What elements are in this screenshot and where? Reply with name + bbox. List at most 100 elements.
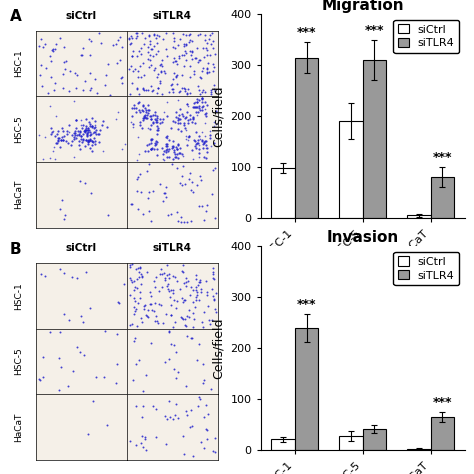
Point — [142, 86, 149, 93]
Point — [174, 114, 182, 121]
Point — [201, 31, 209, 38]
Point — [182, 87, 189, 94]
Point — [196, 107, 204, 114]
Point — [73, 131, 81, 139]
Point — [129, 68, 137, 75]
Point — [153, 31, 161, 38]
Point — [104, 211, 111, 219]
Point — [191, 142, 199, 150]
Point — [89, 123, 96, 130]
Point — [76, 128, 84, 136]
Point — [143, 114, 150, 121]
Point — [47, 57, 55, 64]
Point — [207, 86, 215, 93]
Point — [62, 57, 70, 65]
Point — [56, 144, 64, 151]
Point — [172, 118, 179, 126]
Point — [211, 87, 219, 94]
Point — [194, 356, 201, 364]
Point — [157, 266, 164, 273]
Point — [181, 296, 189, 303]
Point — [140, 86, 148, 94]
Point — [200, 144, 207, 152]
Point — [83, 131, 91, 138]
Point — [60, 58, 68, 66]
Point — [134, 205, 142, 213]
Point — [139, 102, 146, 110]
Point — [193, 293, 201, 301]
Point — [210, 81, 218, 89]
Point — [199, 323, 206, 331]
Point — [177, 35, 184, 43]
Point — [84, 126, 91, 134]
Bar — [363, 429, 386, 450]
Point — [193, 288, 201, 296]
Point — [192, 276, 200, 283]
Point — [142, 312, 149, 319]
Point — [51, 46, 59, 53]
Point — [192, 55, 200, 62]
Point — [201, 36, 209, 44]
Point — [76, 131, 83, 138]
Point — [37, 62, 45, 69]
Point — [159, 115, 166, 123]
Point — [80, 130, 87, 138]
Point — [76, 177, 84, 185]
Point — [133, 187, 141, 195]
Point — [139, 59, 146, 67]
Point — [203, 291, 211, 299]
Point — [137, 44, 145, 52]
Point — [185, 175, 193, 182]
Point — [154, 127, 161, 134]
Point — [158, 283, 165, 291]
Point — [56, 205, 64, 213]
Point — [153, 273, 160, 281]
Point — [171, 69, 178, 77]
Point — [145, 31, 152, 39]
Point — [85, 138, 92, 146]
Point — [196, 103, 203, 110]
Point — [63, 128, 71, 135]
Point — [59, 71, 67, 78]
Point — [137, 50, 145, 57]
Point — [85, 118, 93, 126]
Point — [82, 128, 89, 136]
Point — [61, 215, 68, 222]
Point — [81, 180, 88, 187]
Point — [39, 82, 46, 90]
Point — [59, 128, 67, 135]
Point — [172, 400, 180, 408]
Point — [178, 51, 186, 59]
Point — [136, 171, 144, 178]
Point — [133, 175, 141, 182]
Point — [68, 273, 76, 281]
Point — [189, 114, 196, 121]
Point — [196, 278, 204, 285]
Point — [158, 118, 166, 126]
Point — [164, 134, 171, 141]
Point — [153, 151, 160, 158]
Point — [189, 146, 196, 154]
Point — [146, 106, 153, 114]
Point — [185, 132, 193, 140]
Point — [155, 84, 162, 91]
Point — [99, 122, 106, 129]
Point — [210, 292, 217, 300]
Bar — [430, 417, 454, 450]
Point — [149, 52, 157, 59]
Point — [158, 63, 165, 70]
Point — [154, 124, 162, 132]
Point — [56, 265, 64, 273]
Point — [66, 67, 74, 74]
Point — [86, 51, 93, 59]
Point — [48, 128, 56, 136]
Text: B: B — [9, 242, 21, 257]
Point — [188, 178, 196, 185]
Point — [212, 308, 220, 316]
Point — [58, 137, 65, 144]
Text: HSC-1: HSC-1 — [14, 282, 23, 310]
Point — [82, 136, 90, 144]
Point — [179, 30, 187, 37]
Point — [137, 189, 145, 196]
Point — [209, 316, 216, 324]
